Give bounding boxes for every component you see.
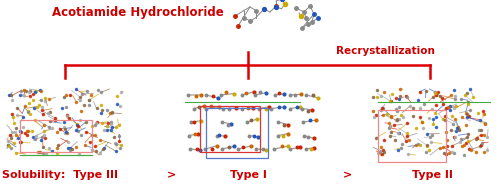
Bar [20,120,92,152]
Text: Type I: Type I [230,170,266,180]
Text: >: > [342,170,351,180]
Bar [200,106,260,152]
Text: Type II: Type II [412,170,453,180]
Text: Acotiamide Hydrochloride: Acotiamide Hydrochloride [52,6,224,19]
Text: Recrystallization: Recrystallization [336,46,434,56]
Text: Solubility:  Type III: Solubility: Type III [2,170,118,180]
Text: >: > [168,170,176,180]
Bar [206,108,268,158]
Bar [378,110,446,162]
